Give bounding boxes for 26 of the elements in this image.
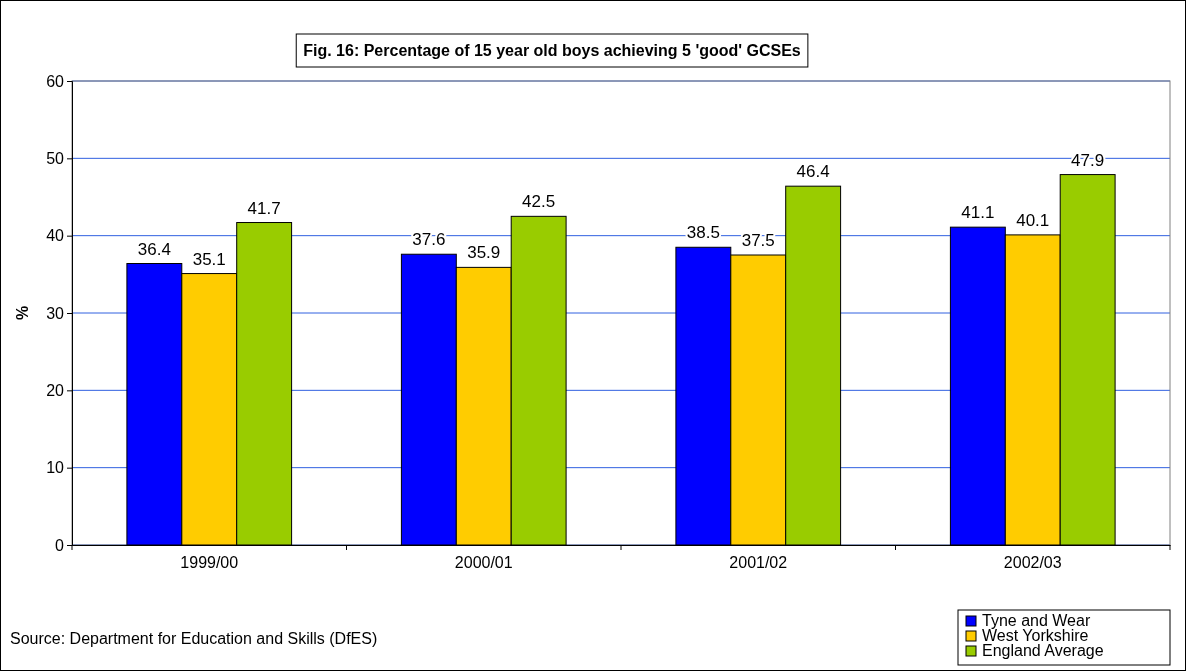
chart-title: Fig. 16: Percentage of 15 year old boys achieving 5 'good' GCSEs bbox=[303, 42, 801, 59]
data-label: 37.5 bbox=[741, 231, 775, 250]
data-label: 37.6 bbox=[412, 230, 446, 250]
legend-label: England Average bbox=[982, 642, 1104, 659]
y-tick-label: 30 bbox=[46, 304, 65, 322]
data-label: 36.4 bbox=[137, 239, 171, 259]
y-tick-label: 20 bbox=[46, 381, 65, 399]
y-axis-title: % bbox=[14, 305, 31, 321]
x-tick-label: 2001/02 bbox=[729, 554, 788, 572]
y-tick-label: 40 bbox=[46, 227, 65, 245]
y-tick-label: 50 bbox=[46, 149, 65, 167]
x-tick-label: 2002/03 bbox=[1003, 554, 1062, 572]
legend-label: Tyne and Wear bbox=[982, 612, 1091, 629]
data-label: 46.4 bbox=[796, 162, 830, 182]
data-label: 41.7 bbox=[247, 198, 281, 218]
source-note: Source: Department for Education and Skills (DfES) bbox=[10, 630, 378, 647]
y-tick-label: 10 bbox=[46, 459, 65, 477]
data-label: 35.1 bbox=[192, 249, 226, 269]
data-label: 40.1 bbox=[1016, 210, 1050, 230]
data-label: 41.1 bbox=[961, 203, 995, 223]
x-tick-label: 1999/00 bbox=[180, 554, 239, 572]
data-label: 42.5 bbox=[522, 192, 556, 212]
y-tick-label: 60 bbox=[46, 72, 65, 90]
data-label: 35.9 bbox=[467, 243, 501, 263]
x-tick-label: 2000/01 bbox=[454, 554, 513, 572]
y-tick-label: 0 bbox=[55, 536, 65, 554]
